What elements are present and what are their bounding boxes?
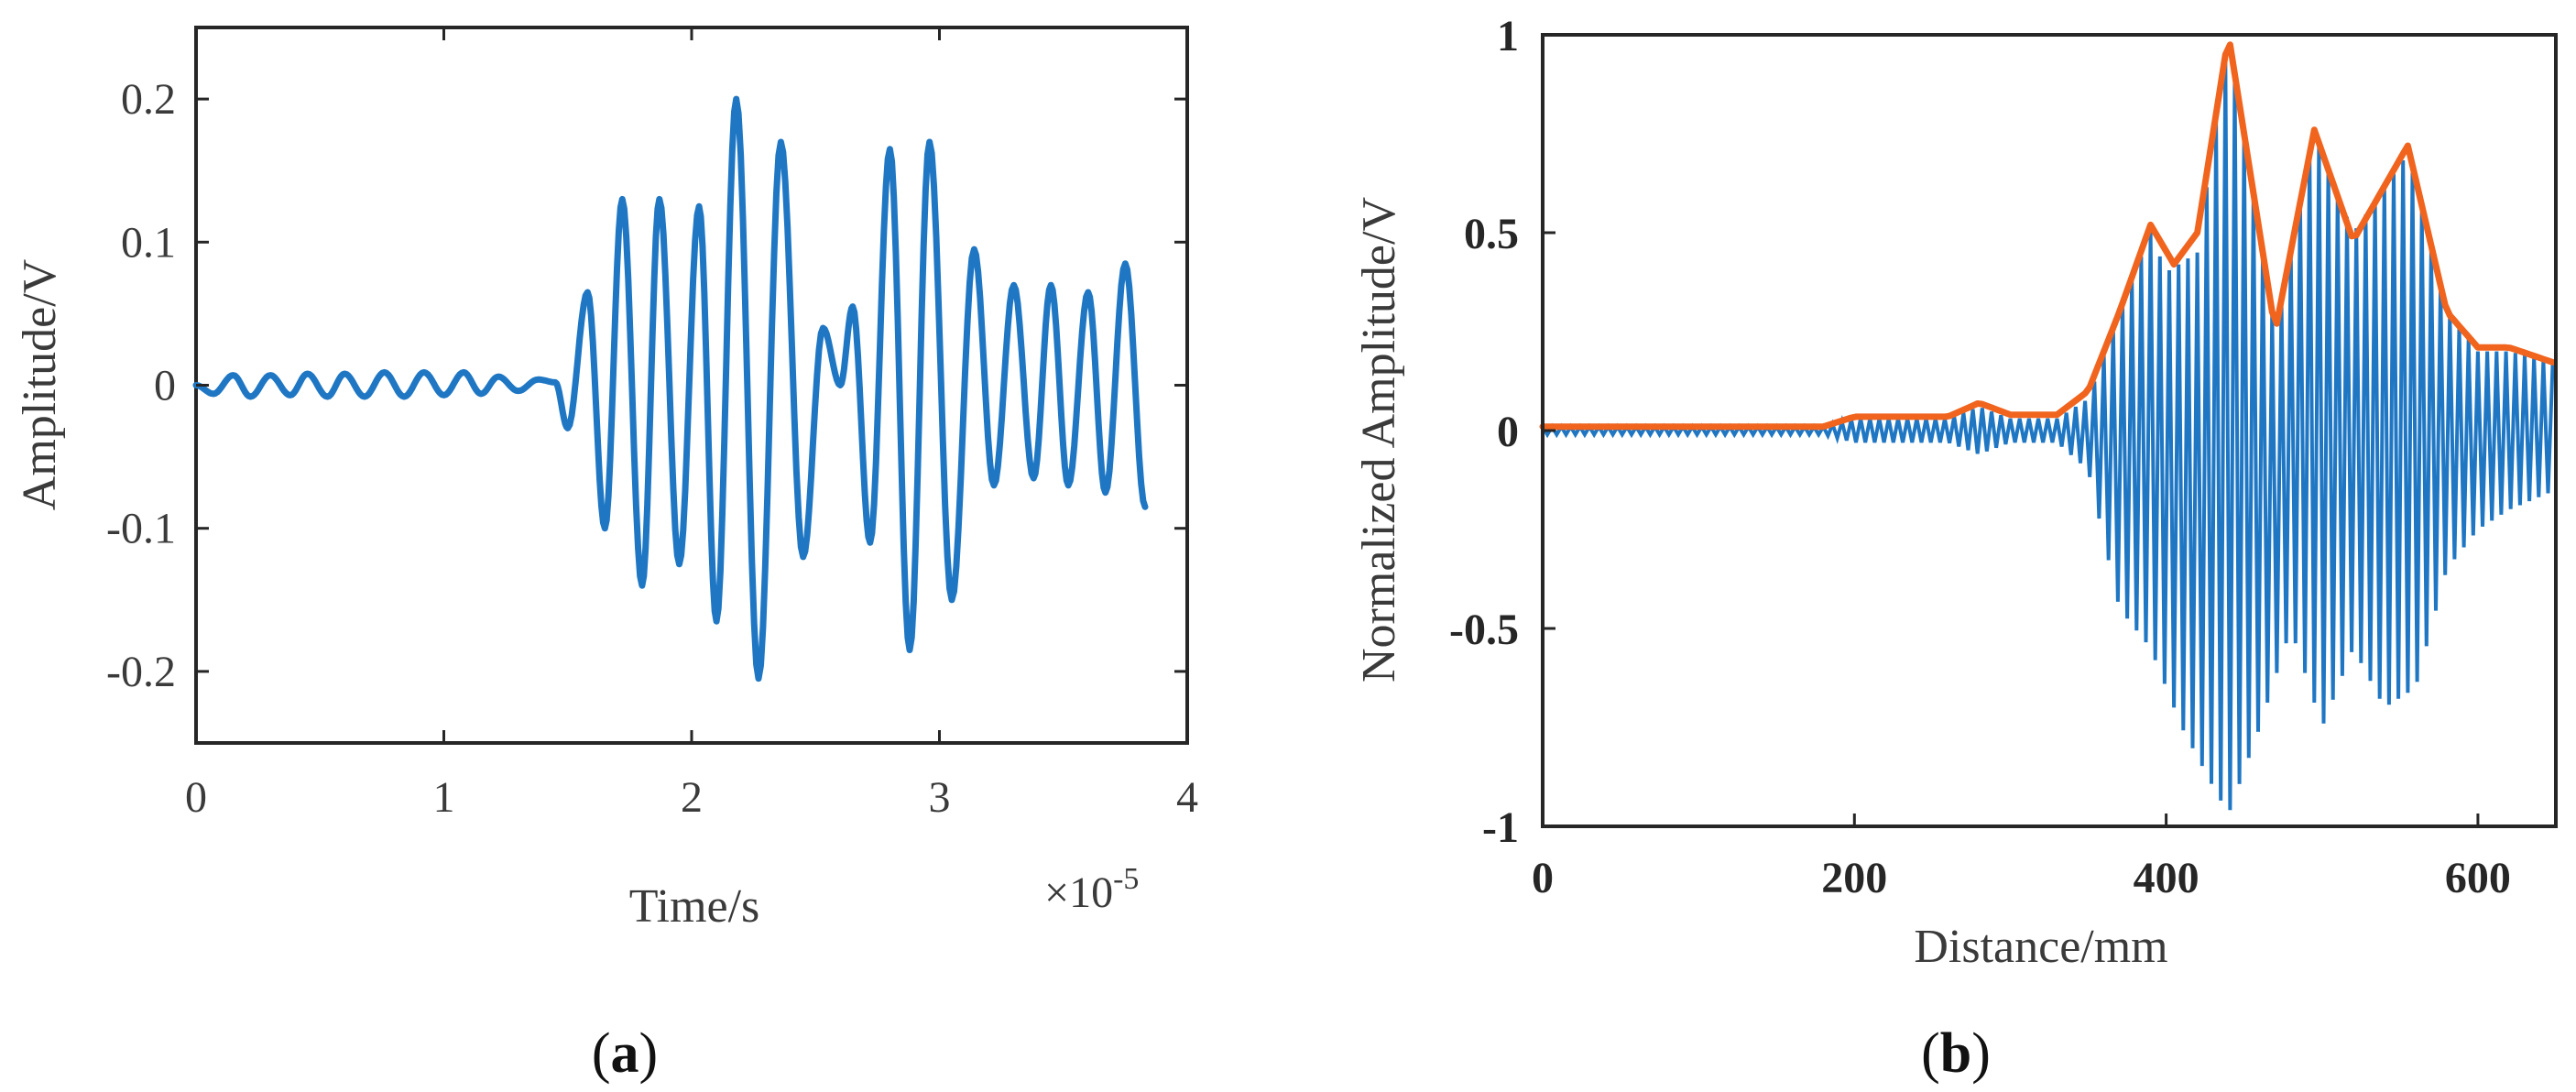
chart-a-x-multiplier-exp: -5 xyxy=(1113,862,1139,896)
chart-a-ytick-label: -0.2 xyxy=(106,648,176,696)
chart-a-xlabel: Time/s xyxy=(629,880,760,933)
chart-a-x-multiplier-base: ×10 xyxy=(1044,868,1113,917)
chart-a-ytick-label: 0.2 xyxy=(121,75,176,124)
chart-a-xtick-label: 3 xyxy=(929,773,951,822)
chart-b-ytick-label: 0.5 xyxy=(1464,210,1519,258)
chart-b-xtick-label: 400 xyxy=(2134,854,2199,902)
chart-a-xtick-label: 0 xyxy=(185,773,207,822)
chart-a-xtick-label: 2 xyxy=(681,773,703,822)
chart-b-xtick-label: 200 xyxy=(1821,854,1887,902)
chart-b-ytick-label: 0 xyxy=(1497,408,1519,456)
chart-b-ylabel: Normalized Amplitude/V xyxy=(1353,197,1405,682)
chart-a-xtick-label: 4 xyxy=(1176,773,1198,822)
chart-b: 0 200 400 600 1 0.5 0 -0.5 -1 Distance/mm Norma… xyxy=(1353,12,2558,1085)
chart-a-ylabel: Amplitude/V xyxy=(14,259,66,510)
chart-a-xtick-label: 1 xyxy=(433,773,455,822)
chart-b-ytick-label: -1 xyxy=(1482,803,1519,852)
chart-b-ytick-label: -0.5 xyxy=(1449,606,1519,654)
chart-a-series-line xyxy=(192,95,1149,682)
chart-b-signal-fill xyxy=(1541,56,2555,811)
panel-a-label: (a) xyxy=(592,1022,658,1085)
chart-a-ytick-label: -0.1 xyxy=(106,505,176,553)
chart-b-xtick-label: 600 xyxy=(2445,854,2511,902)
chart-a: 0 1 2 3 4 0.2 0.1 0 -0.1 -0.2 Time/s Amplitude/V… xyxy=(14,26,1198,1085)
chart-b-ytick-label: 1 xyxy=(1497,12,1519,60)
chart-b-xlabel: Distance/mm xyxy=(1914,921,2167,973)
chart-a-x-multiplier: ×10-5 xyxy=(1044,862,1139,917)
chart-b-plot-area xyxy=(1539,33,2558,828)
panel-b-label: (b) xyxy=(1921,1022,1991,1085)
chart-a-ytick-label: 0.1 xyxy=(121,218,176,267)
chart-b-envelope-line xyxy=(1539,41,2557,431)
chart-a-plot-area xyxy=(192,26,1189,745)
chart-b-xtick-label: 0 xyxy=(1532,854,1554,902)
chart-a-ytick-label: 0 xyxy=(154,362,176,410)
